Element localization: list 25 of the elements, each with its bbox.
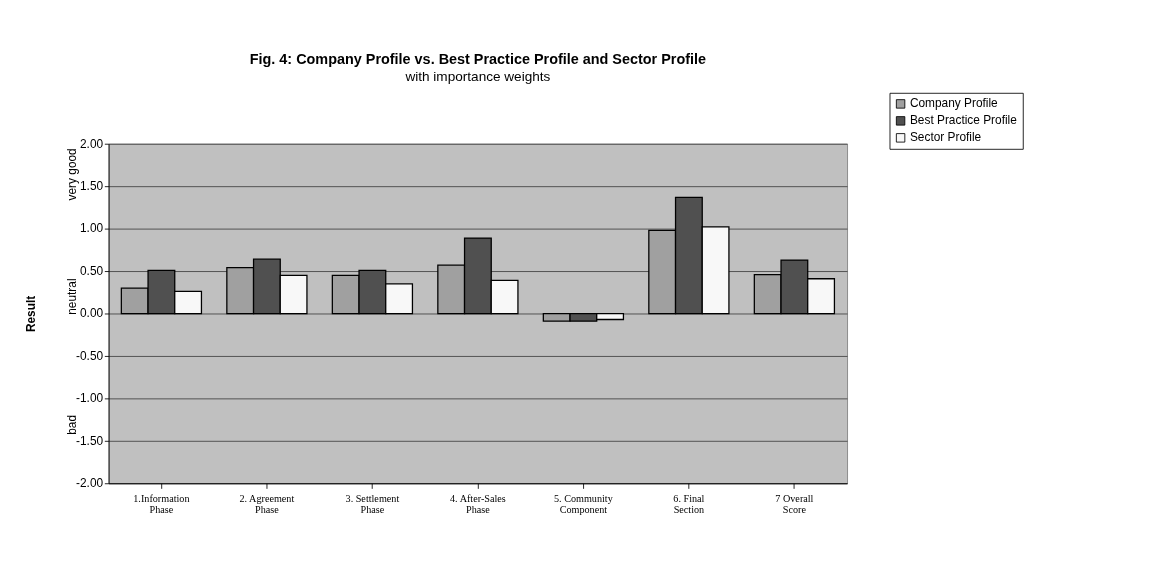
x-tick-label: 2. Agreement Phase [239, 492, 295, 516]
x-tick-label: 7 Overall Score [775, 492, 814, 516]
y-tick-label: -0.50 [76, 348, 104, 363]
x-tick-label: 6. Final Section [673, 492, 705, 516]
y-tick-label: 1.00 [80, 221, 104, 236]
x-tick-label: 1.Information Phase [133, 492, 190, 516]
legend-label: Sector Profile [909, 130, 982, 145]
y-tick-label: 0.00 [80, 306, 104, 321]
y-tick-label: -1.00 [76, 391, 104, 406]
y-tick-label: -2.00 [76, 476, 104, 491]
chart-subtitle: with importance weights [404, 68, 551, 84]
text: very good [64, 148, 79, 201]
y-tick-label: 0.50 [80, 263, 104, 278]
x-tick-label: 3. Settlement Phase [345, 492, 400, 516]
x-tick-label: 5. Community Component [553, 492, 614, 516]
chart-title: Fig. 4: Company Profile vs. Best Practice Profile and Sector Profile [249, 50, 707, 67]
legend-label: Company Profile [909, 96, 999, 111]
legend-label: Best Practice Profile [909, 113, 1018, 128]
y-tick-label: 1.50 [80, 179, 104, 194]
text: bad [64, 415, 79, 435]
y-tick-label: -1.50 [76, 433, 104, 448]
y-axis-title: Result [24, 295, 39, 333]
text: neutral [64, 278, 79, 315]
x-tick-label: 4. After-Sales Phase [450, 492, 506, 516]
y-tick-label: 2.00 [80, 136, 104, 151]
